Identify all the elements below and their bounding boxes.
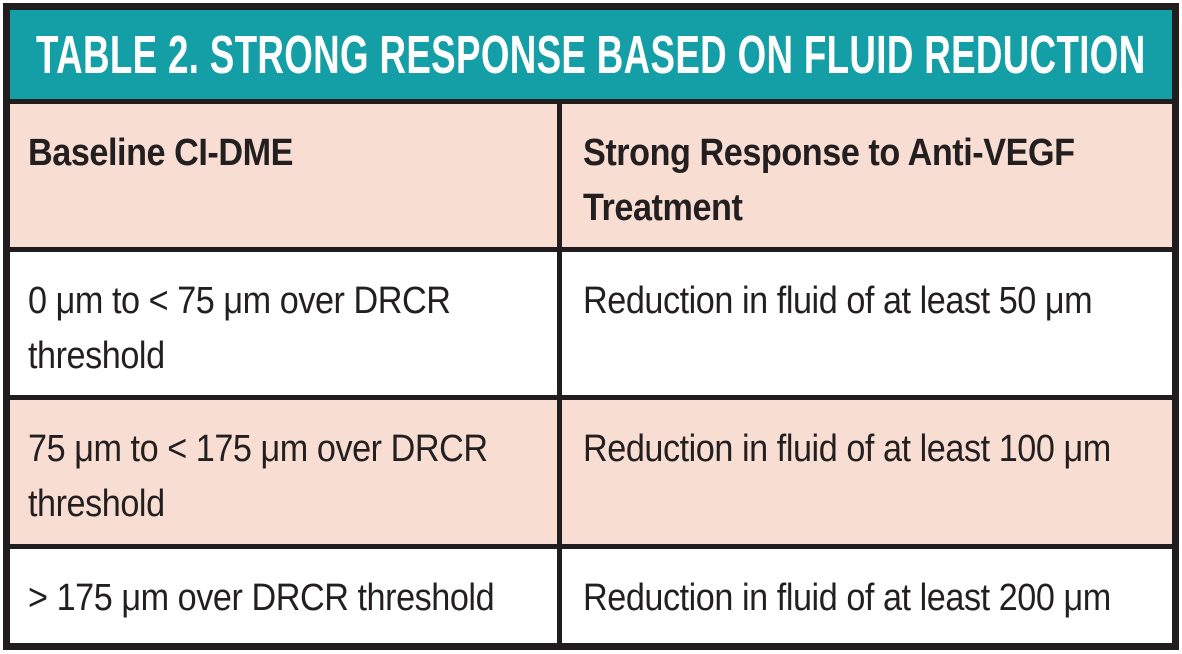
header-cell-response: Strong Response to Anti-VEGF Treatment <box>562 104 1172 247</box>
column-header-response-label: Strong Response to Anti-VEGF Treatment <box>583 132 1075 229</box>
response-value: Reduction in fluid of at least 100 μm <box>583 428 1111 470</box>
table-row: > 175 μm over DRCR threshold Reduction i… <box>10 549 1172 643</box>
table-row: 75 μm to < 175 μm over DRCR threshold Re… <box>10 400 1172 549</box>
table-header-row: Baseline CI-DME Strong Response to Anti-… <box>10 104 1172 252</box>
header-cell-baseline: Baseline CI-DME <box>10 104 562 247</box>
table-row: 0 μm to < 75 μm over DRCR threshold Redu… <box>10 252 1172 400</box>
table-title-bar: TABLE 2. STRONG RESPONSE BASED ON FLUID … <box>10 10 1172 104</box>
baseline-cell: > 175 μm over DRCR threshold <box>10 549 562 643</box>
baseline-cell: 0 μm to < 75 μm over DRCR threshold <box>10 252 562 395</box>
response-value: Reduction in fluid of at least 200 μm <box>583 577 1111 619</box>
response-cell: Reduction in fluid of at least 200 μm <box>562 549 1172 643</box>
baseline-cell: 75 μm to < 175 μm over DRCR threshold <box>10 400 562 544</box>
response-value: Reduction in fluid of at least 50 μm <box>583 280 1093 322</box>
column-header-baseline-label: Baseline CI-DME <box>28 132 294 174</box>
fluid-reduction-table: TABLE 2. STRONG RESPONSE BASED ON FLUID … <box>3 3 1179 650</box>
response-cell: Reduction in fluid of at least 100 μm <box>562 400 1172 544</box>
baseline-value: 75 μm to < 175 μm over DRCR threshold <box>28 428 488 525</box>
table-title: TABLE 2. STRONG RESPONSE BASED ON FLUID … <box>36 24 1146 85</box>
response-cell: Reduction in fluid of at least 50 μm <box>562 252 1172 395</box>
baseline-value: > 175 μm over DRCR threshold <box>28 577 495 619</box>
baseline-value: 0 μm to < 75 μm over DRCR threshold <box>28 280 451 377</box>
